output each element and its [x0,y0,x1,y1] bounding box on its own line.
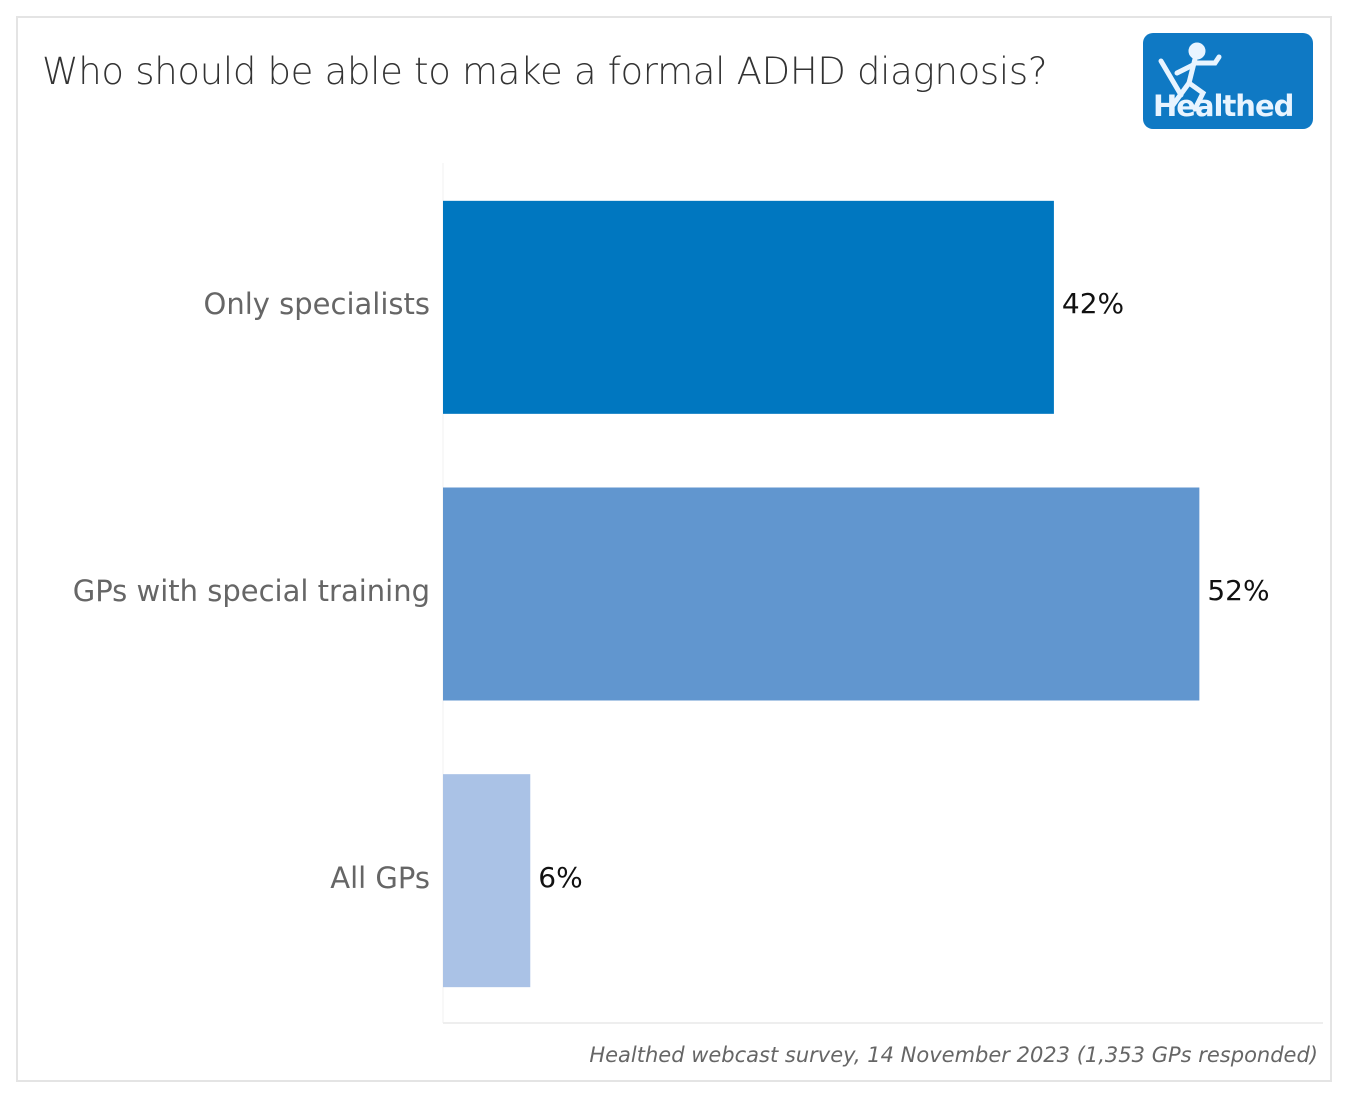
value-label: 42% [1061,287,1125,321]
value-label: 6% [538,860,583,894]
chart-title: Who should be able to make a formal ADHD… [42,50,1048,93]
bar [443,487,1200,701]
category-label: All GPs [330,860,430,895]
logo-text: Healthed [1153,89,1294,123]
value-label: 52% [1207,574,1270,607]
category-label: GPs with special training [72,574,430,608]
runner-icon [1158,42,1222,112]
category-label: Only specialists [203,287,430,322]
chart-frame [16,16,1332,1082]
bar [443,200,1054,414]
bar [443,774,531,988]
source-note: Healthed webcast survey, 14 November 202… [589,1043,1318,1067]
healthed-logo: Healthed [1143,33,1313,129]
